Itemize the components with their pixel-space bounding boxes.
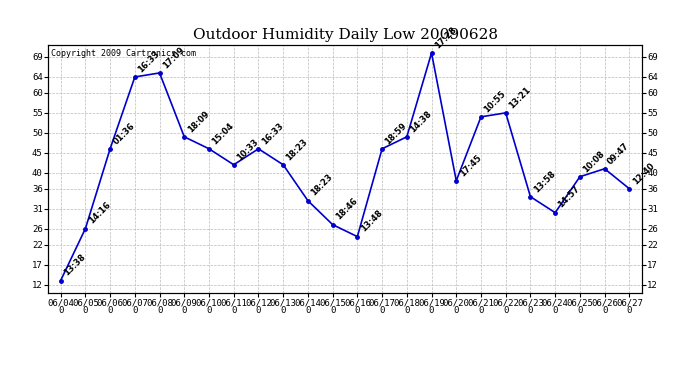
- Text: 18:46: 18:46: [334, 196, 359, 222]
- Text: Copyright 2009 Cartronics.com: Copyright 2009 Cartronics.com: [51, 49, 196, 58]
- Text: 15:04: 15:04: [210, 121, 236, 146]
- Text: 18:23: 18:23: [309, 173, 335, 198]
- Text: 17:28: 17:28: [433, 25, 458, 50]
- Title: Outdoor Humidity Daily Low 20090628: Outdoor Humidity Daily Low 20090628: [193, 28, 497, 42]
- Text: 14:38: 14:38: [408, 109, 433, 134]
- Text: 16:33: 16:33: [136, 49, 161, 74]
- Text: 14:57: 14:57: [557, 184, 582, 210]
- Text: 13:38: 13:38: [62, 253, 87, 278]
- Text: 09:47: 09:47: [606, 141, 631, 166]
- Text: 13:58: 13:58: [532, 169, 557, 194]
- Text: 13:48: 13:48: [359, 209, 384, 234]
- Text: 12:40: 12:40: [631, 160, 656, 186]
- Text: 17:45: 17:45: [457, 153, 483, 178]
- Text: 10:33: 10:33: [235, 137, 260, 162]
- Text: 13:21: 13:21: [507, 85, 533, 110]
- Text: 10:08: 10:08: [581, 149, 607, 174]
- Text: 01:36: 01:36: [112, 121, 137, 146]
- Text: 17:09: 17:09: [161, 45, 186, 70]
- Text: 18:23: 18:23: [284, 137, 310, 162]
- Text: 18:59: 18:59: [384, 121, 408, 146]
- Text: 14:16: 14:16: [87, 201, 112, 226]
- Text: 10:55: 10:55: [482, 89, 508, 114]
- Text: 18:09: 18:09: [186, 109, 210, 134]
- Text: 16:33: 16:33: [260, 121, 285, 146]
